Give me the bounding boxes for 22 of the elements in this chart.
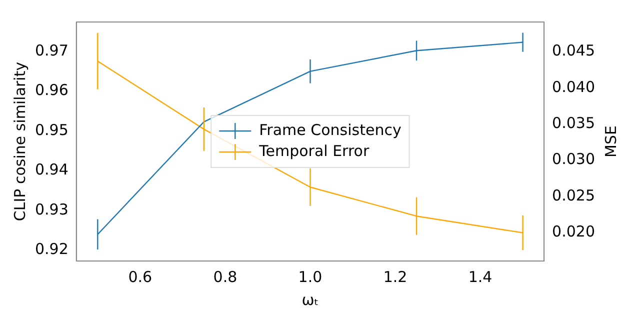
y-tick-label: 0.92: [34, 240, 68, 258]
y2-axis-title: MSE: [602, 126, 620, 158]
y2-tick-label: 0.035: [552, 114, 596, 132]
y-tick-label: 0.94: [34, 160, 68, 179]
y2-tick-label: 0.030: [552, 150, 596, 168]
y2-tick-label: 0.045: [552, 42, 596, 60]
y-tick-label: 0.97: [34, 41, 68, 60]
x-tick-label: 0.8: [213, 268, 238, 286]
y-tick-label: 0.96: [34, 81, 68, 100]
x-tick-label: 0.6: [128, 268, 152, 286]
y2-tick-label: 0.025: [552, 186, 596, 204]
x-axis-title: ωₜ: [302, 290, 319, 309]
legend-label: Frame Consistency: [259, 120, 402, 139]
x-tick-label: 1.4: [468, 268, 492, 286]
x-tick-label: 1.0: [298, 268, 322, 286]
y-tick-label: 0.93: [34, 200, 68, 218]
x-tick-label: 1.2: [383, 268, 408, 286]
y-axis-title: CLIP cosine similarity: [10, 62, 29, 222]
y2-tick-label: 0.040: [552, 78, 596, 96]
legend-label: Temporal Error: [258, 142, 370, 160]
y-tick-label: 0.95: [34, 120, 68, 139]
y2-tick-label: 0.020: [552, 222, 596, 241]
